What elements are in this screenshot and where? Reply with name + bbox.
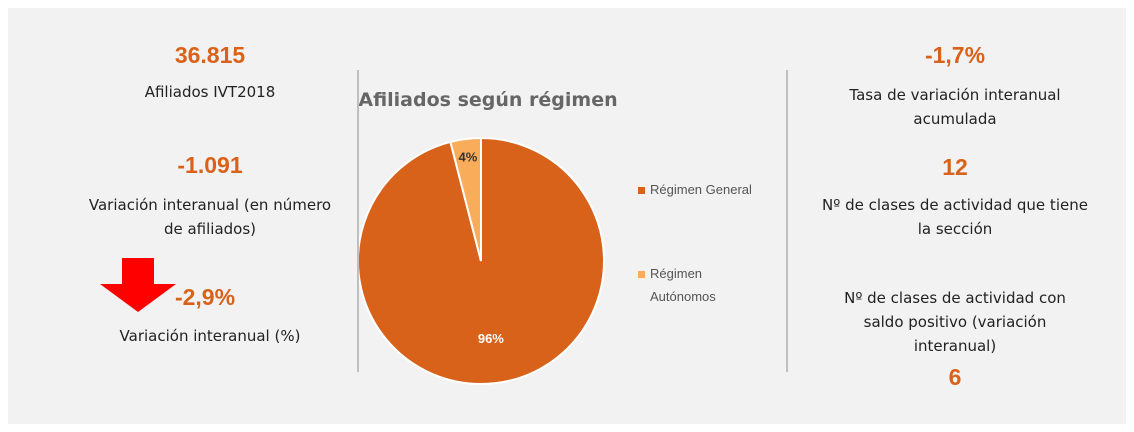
kpi-value: 12 bbox=[942, 154, 968, 180]
down-arrow bbox=[100, 258, 176, 312]
kpi-value: -1.091 bbox=[177, 152, 243, 178]
divider bbox=[357, 70, 359, 372]
kpi-label: Tasa de variación interanual acumulada bbox=[849, 86, 1061, 128]
kpi-label: Variación interanual (en número de afili… bbox=[88, 196, 332, 238]
legend-label: Régimen General bbox=[650, 182, 752, 197]
legend-swatch bbox=[638, 187, 645, 194]
legend-swatch bbox=[638, 271, 645, 278]
divider bbox=[786, 70, 788, 372]
data-label: 4% bbox=[458, 149, 477, 164]
chart-title: Afiliados según régimen bbox=[358, 89, 617, 111]
data-label: 96% bbox=[478, 331, 504, 346]
kpi-label: Nº de clases de actividad con saldo posi… bbox=[844, 289, 1066, 355]
kpi-value: -2,9% bbox=[174, 284, 236, 310]
kpi-label: Nº de clases de actividad que tiene la s… bbox=[822, 196, 1088, 238]
legend-label: Régimen Autónomos bbox=[650, 266, 716, 304]
kpi-label: Afiliados IVT2018 bbox=[144, 83, 276, 101]
pie-slice bbox=[449, 136, 482, 262]
kpi-value: 36.815 bbox=[174, 42, 246, 68]
kpi-value: -1,7% bbox=[924, 42, 986, 68]
kpi-value: 6 bbox=[948, 364, 962, 390]
kpi-label: Variación interanual (%) bbox=[119, 327, 301, 345]
